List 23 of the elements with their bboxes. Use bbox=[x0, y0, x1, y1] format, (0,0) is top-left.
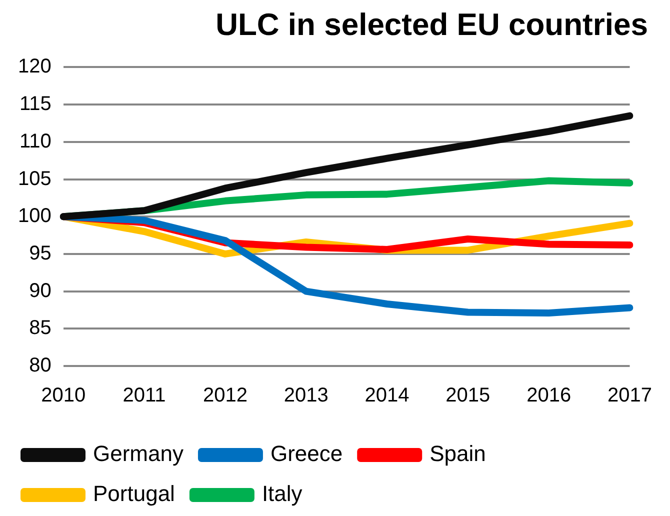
x-tick-label: 2011 bbox=[122, 384, 166, 407]
y-tick-label: 105 bbox=[18, 168, 52, 190]
chart-title: ULC in selected EU countries bbox=[216, 7, 648, 42]
legend-label: Germany bbox=[93, 441, 184, 466]
legend-label: Spain bbox=[430, 441, 486, 466]
x-tick-label: 2013 bbox=[284, 384, 328, 407]
x-tick-label: 2014 bbox=[364, 384, 410, 407]
x-tick-label: 2015 bbox=[446, 384, 490, 407]
y-tick-label: 100 bbox=[18, 205, 52, 228]
y-tick-label: 90 bbox=[29, 280, 52, 302]
y-tick-label: 80 bbox=[29, 354, 52, 377]
legend-label: Greece bbox=[270, 441, 343, 466]
legend-label: Portugal bbox=[93, 481, 175, 506]
y-tick-label: 120 bbox=[18, 56, 52, 78]
y-tick-label: 110 bbox=[19, 130, 52, 152]
x-tick-label: 2012 bbox=[202, 384, 248, 407]
x-tick-label: 2010 bbox=[41, 384, 86, 407]
y-tick-label: 85 bbox=[29, 317, 52, 340]
x-tick-label: 2017 bbox=[608, 384, 652, 407]
legend-label: Italy bbox=[262, 481, 302, 506]
y-tick-label: 115 bbox=[19, 93, 52, 116]
x-tick-label: 2016 bbox=[526, 384, 572, 407]
y-tick-label: 95 bbox=[29, 242, 52, 264]
